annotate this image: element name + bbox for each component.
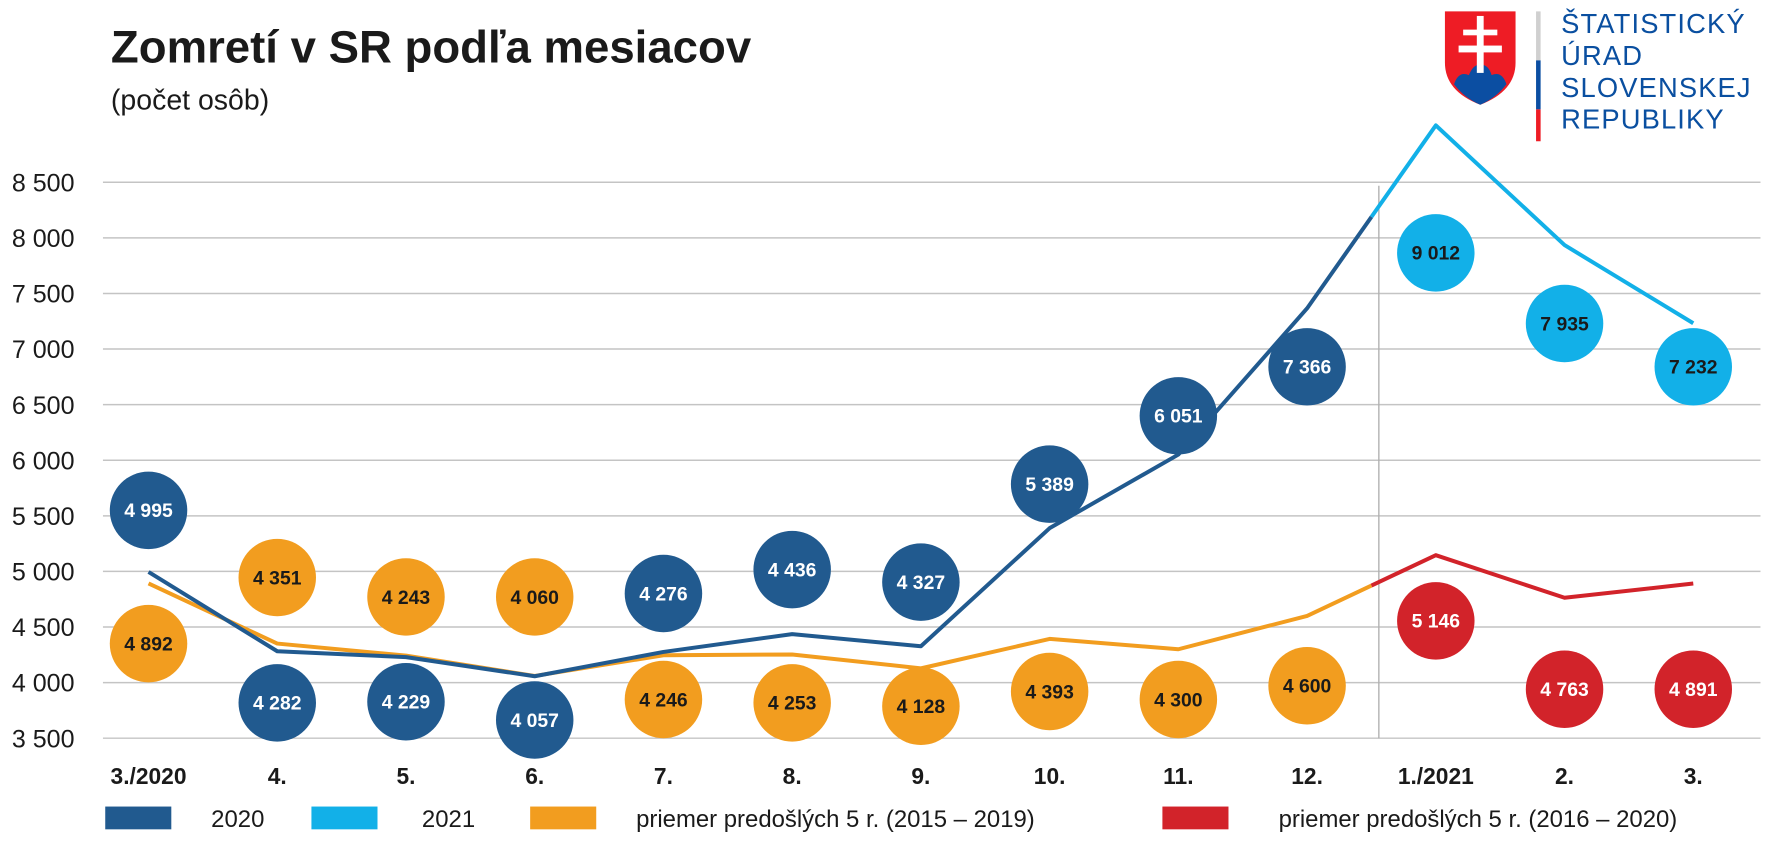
series-2020-data-label: 6 051 [1154,406,1203,428]
avg-2015-2019-data-point [367,558,445,636]
series-2020-data-point [882,543,960,621]
y-tick-label: 8 500 [12,169,75,197]
series-2020-data-label: 4 057 [510,710,558,732]
avg-2015-2019-data-point [109,604,188,683]
x-tick-label: 8. [783,763,802,789]
logo-text-line: ÚRAD [1561,40,1643,71]
series-2020-data-label: 4 276 [639,583,688,605]
series-2020-data-point [109,471,188,550]
y-tick-label: 6 000 [12,447,75,475]
avg-2015-2019-data-point [1268,647,1346,725]
x-tick-label: 5. [396,763,415,789]
legend-label-avg-2016-2020: priemer predošlých 5 r. (2016 – 2020) [1279,806,1678,833]
avg-2015-2019-data-label: 4 393 [1025,681,1074,703]
legend-swatch-series-2020 [105,806,172,830]
y-tick-label: 4 000 [12,670,75,698]
series-2020-data-label: 4 229 [382,692,431,714]
series-2020-data-point [238,664,316,742]
legend-label-series-2020: 2020 [211,806,264,833]
series-2020-data-point [753,530,831,609]
y-tick-label: 3 500 [12,725,75,753]
legend-swatch-avg-2015-2019 [530,806,597,830]
x-tick-label: 3. [1684,763,1703,789]
avg-2015-2019-data-label: 4 060 [510,587,558,609]
avg-2015-2019-data-point [624,660,703,739]
series-2021-data-point [1397,214,1475,292]
y-tick-label: 7 500 [12,281,75,309]
series-2021-data-label: 9 012 [1412,243,1460,265]
legend-swatch-series-2021 [311,806,378,830]
legend-swatch-avg-2016-2020 [1162,806,1229,830]
series-2021-data-point [1525,284,1604,363]
avg-2015-2019-data-point [882,667,960,746]
x-tick-label: 4. [268,763,287,789]
avg-2015-2019-data-label: 4 600 [1283,676,1331,698]
series-2021-data-label: 7 232 [1669,357,1717,379]
x-tick-label: 6. [525,763,544,789]
x-tick-label: 7. [654,763,673,789]
y-tick-label: 6 500 [12,392,75,420]
series-2020-data-point [1010,445,1089,523]
avg-2015-2019-data-label: 4 892 [124,633,172,655]
series-2020-data-point [367,663,445,741]
avg-2015-2019-data-point [1139,660,1218,739]
series-2020-line [147,215,1374,679]
avg-2016-2020-data-label: 5 146 [1412,611,1461,633]
avg-2015-2019-data-point [753,664,831,742]
coat-of-arms-icon [1444,11,1516,105]
logo-text-line: ŠTATISTICKÝ [1561,8,1746,39]
series-2020-data-label: 4 995 [124,500,173,522]
y-tick-label: 5 000 [12,559,75,587]
avg-2015-2019-data-point [1010,652,1089,731]
avg-2015-2019-data-label: 4 246 [639,689,688,711]
avg-2016-2020-line [1370,553,1694,600]
series-2020-data-point [495,681,574,759]
x-tick-label: 12. [1291,763,1323,789]
x-tick-label: 3./2020 [111,763,187,789]
avg-2015-2019-data-label: 4 300 [1154,689,1202,711]
series-2020-data-point [1268,328,1346,406]
series-2021-line [1369,123,1695,325]
avg-2015-2019-data-label: 4 253 [768,693,817,715]
logo: ŠTATISTICKÝ ÚRAD SLOVENSKEJ REPUBLIKY [1444,8,1752,142]
x-tick-label: 11. [1163,763,1193,789]
avg-2016-2020-data-point [1525,650,1604,728]
avg-2016-2020-data-point [1397,582,1475,660]
x-tick-label: 10. [1034,763,1066,789]
legend-label-avg-2015-2019: priemer predošlých 5 r. (2015 – 2019) [636,806,1035,833]
series-2021-data-point [1654,328,1732,406]
series-2020-data-label: 5 389 [1025,474,1074,496]
series-2020-data-label: 4 436 [768,559,817,581]
series-2020-data-point [1139,377,1218,455]
legend-label-series-2021: 2021 [422,806,475,833]
y-tick-label: 4 500 [12,614,75,642]
avg-2015-2019-data-point [238,538,316,617]
y-tick-label: 7 000 [12,336,75,364]
x-tick-label: 1./2021 [1398,763,1474,789]
y-tick-label: 8 000 [12,225,75,253]
logo-text-line: REPUBLIKY [1561,104,1725,135]
avg-2015-2019-data-label: 4 351 [253,567,302,589]
x-tick-label: 2. [1555,763,1574,789]
chart-subtitle: (počet osôb) [111,84,269,116]
avg-2015-2019-data-label: 4 128 [897,696,946,718]
avg-2016-2020-data-label: 4 763 [1540,679,1589,701]
avg-2015-2019-data-point [495,558,574,636]
series-2020-data-point [624,554,703,633]
series-2021-data-label: 7 935 [1540,313,1589,335]
series-2020-data-label: 7 366 [1283,357,1332,379]
avg-2016-2020-data-point [1654,650,1732,728]
avg-2015-2019-line [147,581,1373,678]
avg-2015-2019-data-label: 4 243 [382,587,431,609]
chart-title: Zomretí v SR podľa mesiacov [111,22,752,73]
series-2020-data-label: 4 327 [897,572,945,594]
y-tick-label: 5 500 [12,503,75,531]
series-2020-data-label: 4 282 [253,693,301,715]
avg-2016-2020-data-label: 4 891 [1669,679,1718,701]
x-tick-label: 9. [911,763,930,789]
logo-text-line: SLOVENSKEJ [1561,72,1752,103]
